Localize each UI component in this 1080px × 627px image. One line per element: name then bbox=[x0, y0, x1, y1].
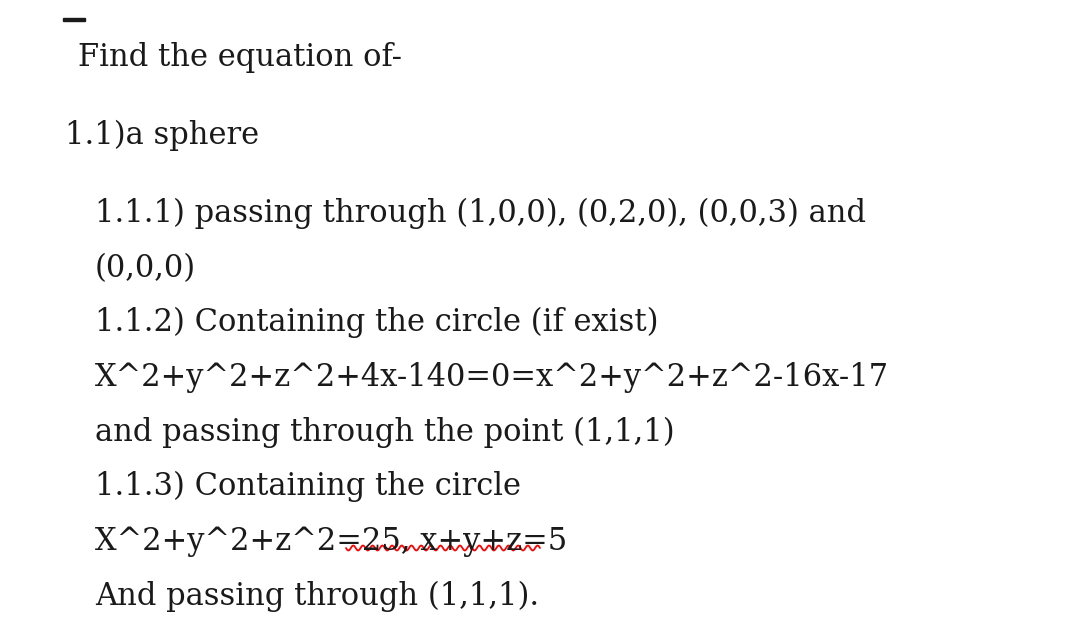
Text: Find the equation of-: Find the equation of- bbox=[78, 42, 402, 73]
Text: X^2+y^2+z^2+4x-140=0=x^2+y^2+z^2-16x-17: X^2+y^2+z^2+4x-140=0=x^2+y^2+z^2-16x-17 bbox=[95, 362, 889, 393]
Text: And passing through (1,1,1).: And passing through (1,1,1). bbox=[95, 581, 539, 612]
Text: X^2+y^2+z^2=25, x+y+z=5: X^2+y^2+z^2=25, x+y+z=5 bbox=[95, 526, 567, 557]
Bar bbox=[63, 18, 85, 21]
Text: (0,0,0): (0,0,0) bbox=[95, 253, 197, 284]
Text: 1.1.1) passing through (1,0,0), (0,2,0), (0,0,3) and: 1.1.1) passing through (1,0,0), (0,2,0),… bbox=[95, 198, 866, 229]
Text: 1.1)a sphere: 1.1)a sphere bbox=[65, 120, 259, 151]
Text: and passing through the point (1,1,1): and passing through the point (1,1,1) bbox=[95, 417, 675, 448]
Text: 1.1.3) Containing the circle: 1.1.3) Containing the circle bbox=[95, 471, 521, 502]
Text: 1.1.2) Containing the circle (if exist): 1.1.2) Containing the circle (if exist) bbox=[95, 307, 659, 338]
